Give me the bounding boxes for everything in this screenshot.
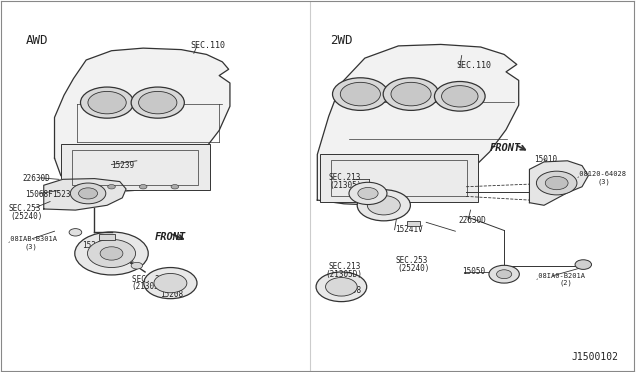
Polygon shape xyxy=(54,48,230,193)
Circle shape xyxy=(79,188,97,199)
Circle shape xyxy=(88,239,136,267)
Text: SEC.213: SEC.213 xyxy=(329,262,361,271)
Circle shape xyxy=(340,82,380,106)
Circle shape xyxy=(139,92,177,114)
Text: SEC. 213: SEC. 213 xyxy=(97,257,134,266)
Text: SEC. 213: SEC. 213 xyxy=(132,275,169,284)
Text: ¸08120-64028: ¸08120-64028 xyxy=(575,171,627,177)
Text: SEC.213: SEC.213 xyxy=(329,173,361,182)
Text: (2): (2) xyxy=(559,280,572,286)
Circle shape xyxy=(349,182,387,205)
Polygon shape xyxy=(317,44,518,205)
Text: (21305): (21305) xyxy=(330,181,362,190)
Circle shape xyxy=(326,278,357,296)
Circle shape xyxy=(144,267,197,299)
Bar xyxy=(72,150,198,185)
Circle shape xyxy=(489,265,519,283)
Text: SEC.110: SEC.110 xyxy=(191,41,226,50)
Text: ¸08IAB-B301A: ¸08IAB-B301A xyxy=(7,235,58,242)
Bar xyxy=(332,160,467,196)
Circle shape xyxy=(536,171,577,195)
Circle shape xyxy=(497,270,512,279)
Text: (25240): (25240) xyxy=(10,212,43,221)
Circle shape xyxy=(171,185,179,189)
Text: AWD: AWD xyxy=(26,34,49,47)
Circle shape xyxy=(108,185,115,189)
Text: FRONT: FRONT xyxy=(490,143,522,153)
Circle shape xyxy=(100,247,123,260)
Polygon shape xyxy=(44,179,126,210)
Bar xyxy=(321,154,477,202)
Circle shape xyxy=(70,183,106,204)
Text: (21305D): (21305D) xyxy=(132,282,169,291)
Text: 15238: 15238 xyxy=(52,190,76,199)
Circle shape xyxy=(367,196,400,215)
Text: (3): (3) xyxy=(25,243,38,250)
Polygon shape xyxy=(529,161,588,205)
Circle shape xyxy=(75,232,148,275)
Text: (25240): (25240) xyxy=(397,264,429,273)
Text: (3): (3) xyxy=(597,178,610,185)
Circle shape xyxy=(88,92,126,114)
Text: ¸08IA0-B201A: ¸08IA0-B201A xyxy=(534,272,586,279)
Circle shape xyxy=(69,229,82,236)
Circle shape xyxy=(383,78,439,110)
Text: 15010: 15010 xyxy=(534,155,557,164)
Text: 2WD: 2WD xyxy=(330,34,353,47)
Circle shape xyxy=(358,187,378,199)
Circle shape xyxy=(575,260,591,269)
Text: (21305D): (21305D) xyxy=(326,270,362,279)
Bar xyxy=(407,221,420,226)
Text: J1500102: J1500102 xyxy=(571,352,618,362)
Bar xyxy=(99,234,115,240)
Circle shape xyxy=(357,190,410,221)
Text: 15239: 15239 xyxy=(111,161,134,170)
Circle shape xyxy=(131,87,184,118)
Circle shape xyxy=(140,185,147,189)
Circle shape xyxy=(333,78,388,110)
Text: 15050: 15050 xyxy=(461,267,485,276)
Text: 15241V: 15241V xyxy=(396,225,423,234)
Text: 15208: 15208 xyxy=(160,290,184,299)
Text: SEC.253: SEC.253 xyxy=(8,204,41,213)
Text: SEC.253: SEC.253 xyxy=(396,256,428,265)
Text: 22630D: 22630D xyxy=(458,216,486,225)
Bar xyxy=(61,144,210,190)
Text: FRONT: FRONT xyxy=(155,232,186,242)
Circle shape xyxy=(154,273,187,293)
Text: SEC.110: SEC.110 xyxy=(456,61,492,70)
Text: 15241V: 15241V xyxy=(82,241,109,250)
Circle shape xyxy=(442,86,478,107)
Circle shape xyxy=(545,176,568,190)
Circle shape xyxy=(81,87,134,118)
Circle shape xyxy=(131,262,143,269)
Text: 22630D: 22630D xyxy=(23,174,51,183)
Text: 15068F: 15068F xyxy=(25,190,52,199)
Circle shape xyxy=(76,185,84,189)
Circle shape xyxy=(435,81,485,111)
Circle shape xyxy=(391,82,431,106)
Text: 15208: 15208 xyxy=(338,286,362,295)
Circle shape xyxy=(316,272,367,302)
